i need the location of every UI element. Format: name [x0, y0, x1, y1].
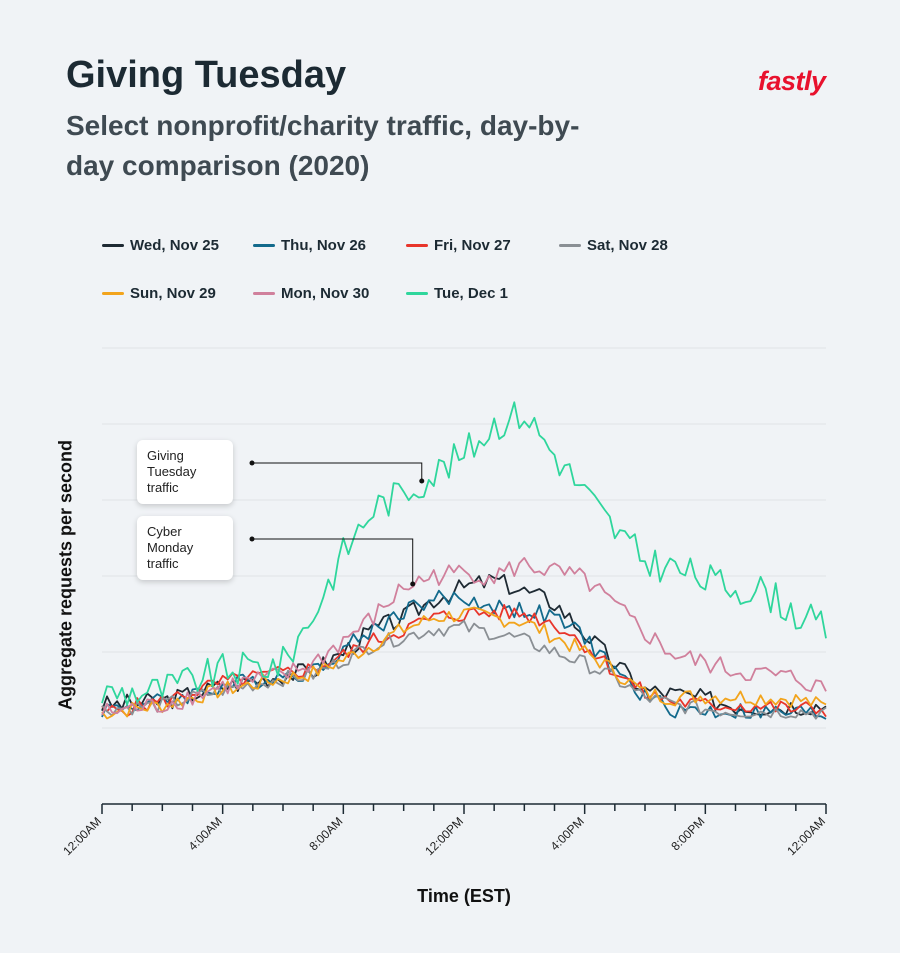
series-line — [101, 606, 827, 720]
chart-title: Giving Tuesday — [66, 54, 347, 96]
leader-dot — [410, 581, 416, 587]
x-tick-label: 12:00AM — [60, 814, 104, 858]
legend-item-fri: Fri, Nov 27 — [406, 235, 511, 255]
legend-swatch — [253, 291, 275, 295]
legend-swatch — [102, 243, 124, 247]
legend-swatch — [102, 291, 124, 295]
giving-tuesday-callout: Giving Tuesday traffic — [137, 440, 233, 504]
x-tick-label: 4:00PM — [548, 814, 587, 853]
x-tick-label: 12:00PM — [422, 814, 466, 858]
legend-item-wed: Wed, Nov 25 — [102, 235, 219, 255]
x-tick-label: 4:00AM — [186, 814, 225, 853]
brand-logo: fastly — [758, 66, 826, 96]
series-line — [101, 619, 827, 720]
series-line — [101, 589, 827, 720]
leader-dot — [249, 536, 255, 542]
legend-label: Wed, Nov 25 — [130, 236, 219, 254]
legend-label: Fri, Nov 27 — [434, 236, 511, 254]
legend-label: Thu, Nov 26 — [281, 236, 367, 254]
x-tick-label: 12:00AM — [784, 814, 828, 858]
legend-swatch — [406, 291, 428, 295]
legend-item-sun: Sun, Nov 29 — [102, 283, 216, 303]
x-tick-label: 8:00PM — [668, 814, 707, 853]
legend-swatch — [406, 243, 428, 247]
series-line — [101, 557, 827, 716]
y-axis-label: Aggregate requests per second — [55, 439, 76, 711]
cyber-monday-leader — [252, 538, 414, 584]
legend-label: Sun, Nov 29 — [130, 284, 216, 302]
legend-item-mon: Mon, Nov 30 — [253, 283, 369, 303]
legend-label: Sat, Nov 28 — [587, 236, 668, 254]
legend-swatch — [559, 243, 581, 247]
x-axis-label: Time (EST) — [417, 886, 511, 906]
chart-subtitle: Select nonprofit/charity traffic, day-by… — [66, 110, 580, 181]
leader-dot — [419, 478, 425, 484]
giving-tuesday-leader — [252, 462, 423, 481]
legend-item-tue: Tue, Dec 1 — [406, 283, 508, 303]
x-tick-label: 8:00AM — [306, 814, 345, 853]
legend-label: Mon, Nov 30 — [281, 284, 370, 302]
cyber-monday-callout: Cyber Monday traffic — [137, 516, 233, 580]
series-line — [101, 401, 827, 706]
legend-label: Tue, Dec 1 — [434, 284, 508, 302]
legend-swatch — [253, 243, 275, 247]
legend-item-thu: Thu, Nov 26 — [253, 235, 366, 255]
leader-dot — [249, 460, 255, 466]
legend-item-sat: Sat, Nov 28 — [559, 235, 668, 255]
